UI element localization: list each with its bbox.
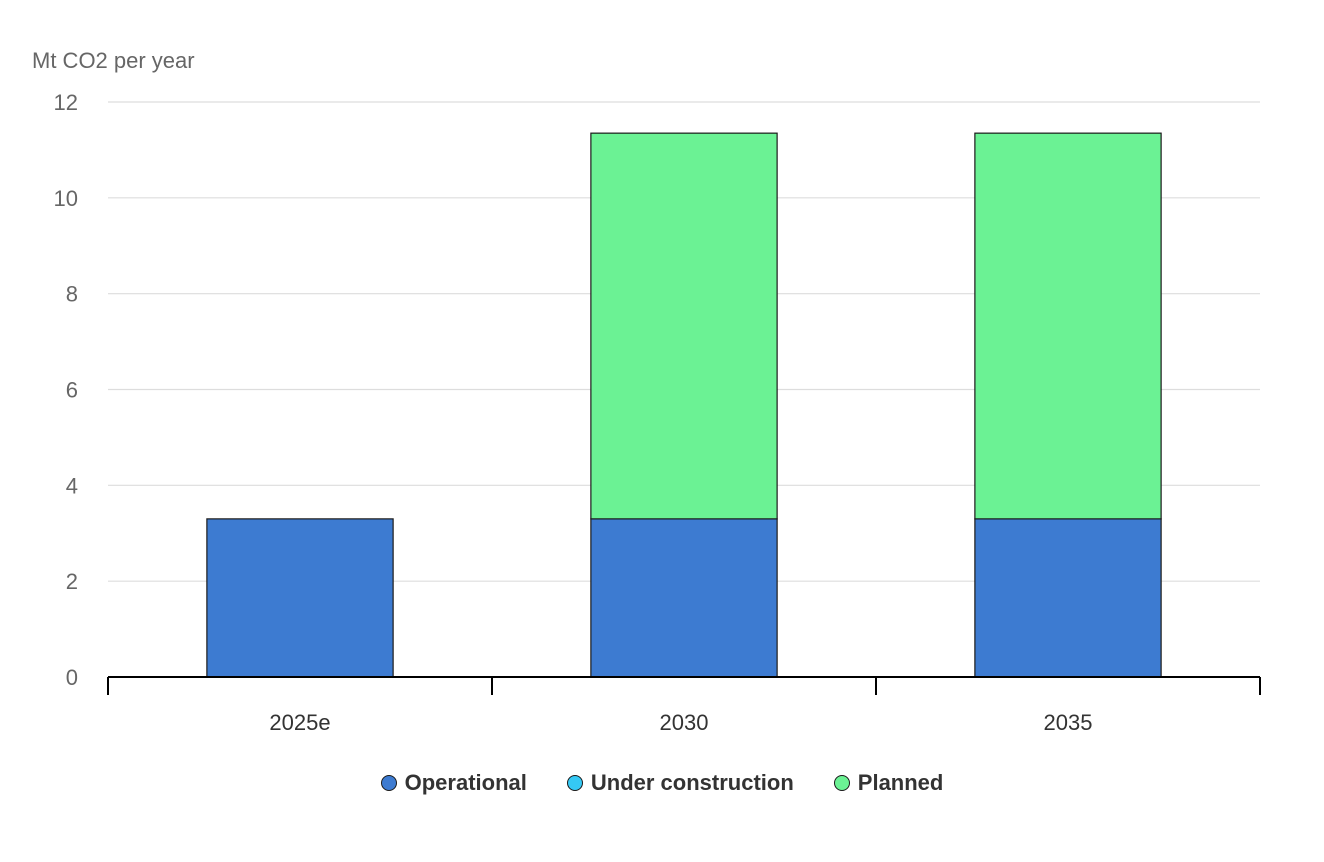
legend-label-operational: Operational	[404, 770, 527, 795]
x-tick-label-2025e: 2025e	[269, 710, 330, 735]
legend-label-planned: Planned	[857, 770, 944, 795]
y-tick-label-12: 12	[54, 90, 78, 115]
bar-operational-2030	[590, 518, 778, 678]
x-axis	[107, 676, 1261, 695]
legend-item-operational[interactable]: Operational	[380, 770, 527, 796]
x-tick-label-2030: 2030	[660, 710, 709, 735]
y-tick-label-8: 8	[66, 282, 78, 307]
bar-planned-2035	[974, 132, 1162, 520]
legend: Operational Under construction Planned	[0, 770, 1324, 796]
bar-planned-2030	[590, 132, 778, 520]
y-tick-label-0: 0	[66, 665, 78, 690]
legend-label-under-construction: Under construction	[590, 770, 794, 795]
bar-operational-2025e	[206, 518, 394, 678]
legend-swatch-planned	[833, 775, 850, 791]
legend-item-under-construction[interactable]: Under construction	[566, 770, 794, 796]
legend-item-planned[interactable]: Planned	[833, 770, 944, 796]
x-tick-label-2035: 2035	[1044, 710, 1093, 735]
legend-swatch-under-construction	[566, 775, 583, 791]
y-tick-label-6: 6	[66, 378, 78, 403]
bar-operational-2035	[974, 518, 1162, 678]
y-axis-title: Mt CO2 per year	[32, 48, 195, 73]
y-tick-labels: 0 2 4 6 8 10 12	[54, 90, 78, 690]
y-tick-label-2: 2	[66, 569, 78, 594]
bars	[206, 132, 1162, 678]
x-tick-labels: 2025e 2030 2035	[269, 710, 1092, 735]
legend-swatch-operational	[380, 775, 397, 791]
y-tick-label-10: 10	[54, 186, 78, 211]
y-tick-label-4: 4	[66, 473, 78, 498]
